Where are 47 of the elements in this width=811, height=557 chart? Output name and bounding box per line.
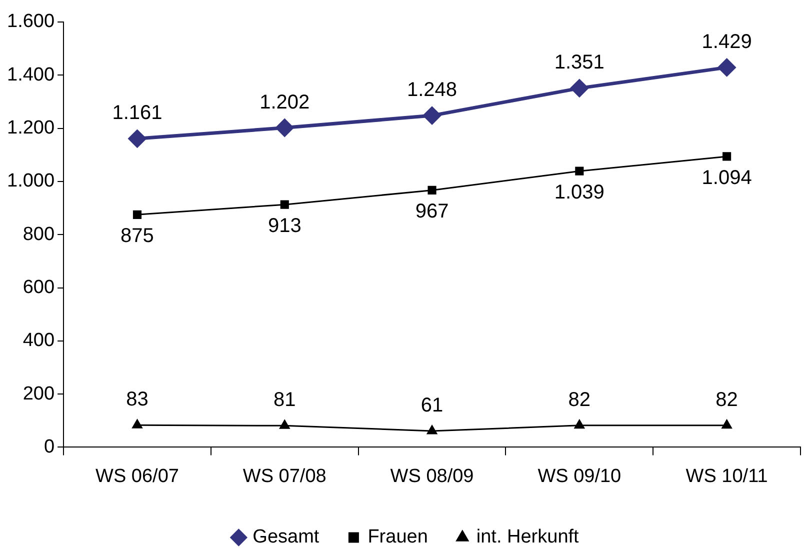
point [570, 79, 588, 97]
point [574, 420, 584, 429]
legend-label: Frauen [368, 526, 428, 548]
data-label: 83 [126, 388, 148, 411]
data-label: 1.094 [702, 166, 752, 189]
point [426, 425, 438, 434]
legend-label: int. Herkunft [476, 526, 580, 548]
data-label: 81 [274, 389, 296, 412]
data-label: 875 [120, 225, 154, 248]
data-label: 61 [420, 394, 444, 417]
point [280, 200, 289, 209]
data-label: 1.429 [702, 30, 752, 53]
legend-label: Gesamt [252, 526, 320, 548]
y-tick-label: 0 [44, 436, 55, 458]
x-tick-label: WS 09/10 [538, 466, 622, 487]
data-label: 82 [716, 388, 738, 411]
point [280, 420, 290, 429]
point [428, 186, 436, 195]
data-label: 1.248 [406, 79, 458, 102]
x-tick-label: WS 10/11 [686, 466, 768, 487]
data-label: 1.039 [554, 182, 604, 204]
point [722, 152, 732, 161]
point [132, 210, 142, 219]
y-tick-label: 1.400 [7, 64, 55, 86]
y-tick-label: 1.200 [7, 118, 55, 139]
y-tick-label: 1.600 [7, 11, 55, 32]
point [276, 119, 294, 137]
x-tick-label: WS 08/09 [390, 466, 474, 487]
x-tick-label: WS 06/07 [96, 466, 179, 487]
y-tick-label: 1.000 [7, 170, 55, 192]
data-label: 1.161 [112, 102, 162, 124]
point [423, 106, 441, 124]
y-tick-label: 200 [22, 383, 55, 404]
data-label: 1.351 [554, 52, 604, 74]
data-label: 913 [268, 215, 302, 238]
data-label: 1.202 [260, 91, 310, 114]
point [722, 420, 732, 429]
data-label: 82 [568, 388, 591, 411]
point [575, 166, 584, 176]
y-tick-label: 800 [22, 224, 55, 245]
y-tick-label: 400 [22, 330, 55, 352]
x-tick-label: WS 07/08 [242, 466, 326, 487]
point [128, 130, 146, 148]
point [718, 58, 736, 76]
data-label: 967 [415, 200, 449, 223]
point [132, 419, 142, 428]
y-tick-label: 600 [22, 276, 55, 298]
